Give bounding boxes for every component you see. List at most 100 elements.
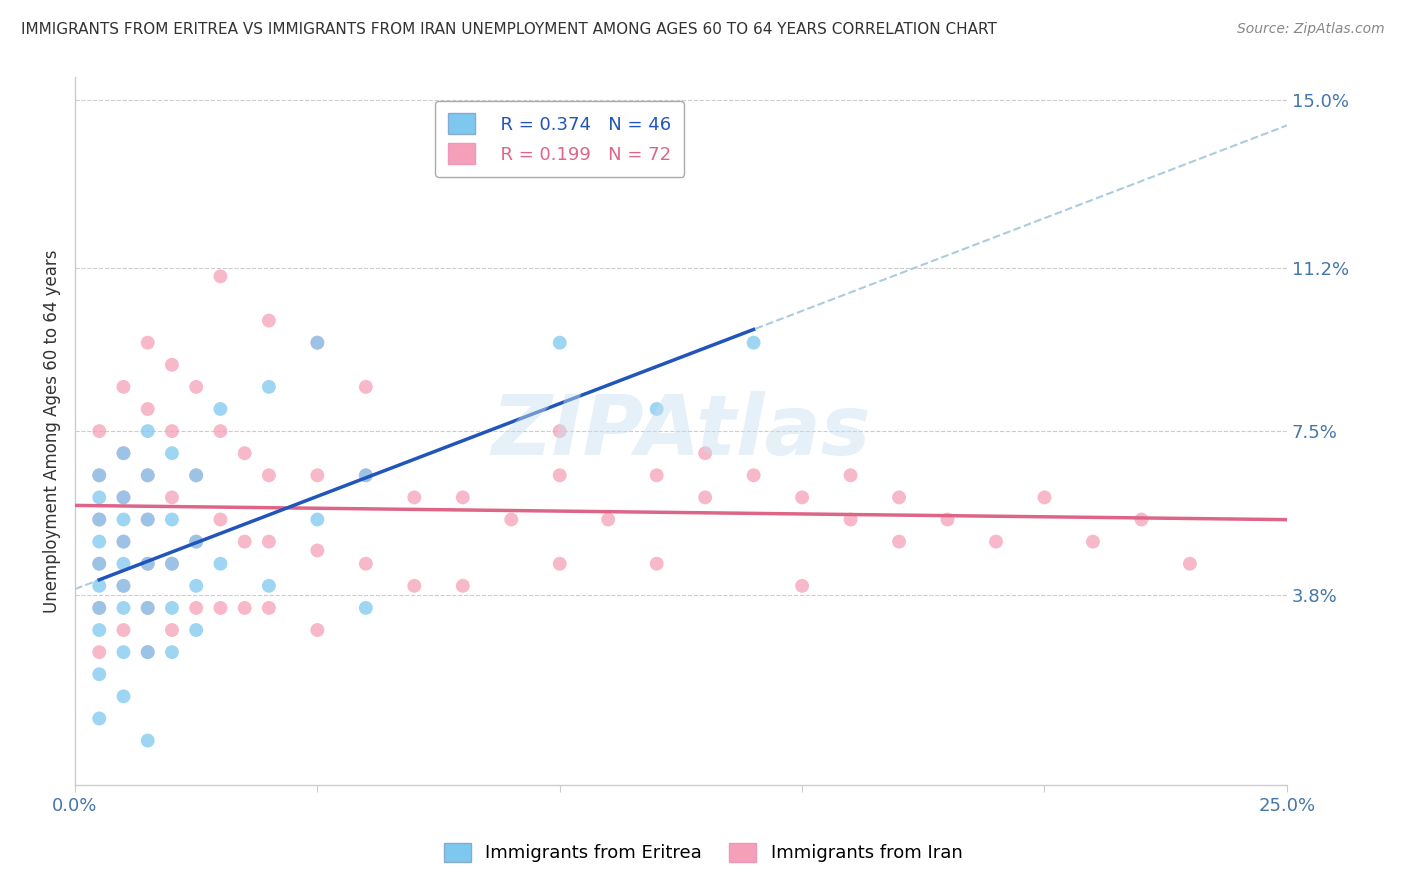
Point bbox=[186, 468, 208, 483]
Point bbox=[501, 512, 523, 526]
Point bbox=[354, 601, 377, 615]
Point bbox=[89, 579, 111, 593]
Point bbox=[936, 512, 959, 526]
Point bbox=[257, 579, 280, 593]
Point bbox=[112, 491, 135, 505]
Text: IMMIGRANTS FROM ERITREA VS IMMIGRANTS FROM IRAN UNEMPLOYMENT AMONG AGES 60 TO 64: IMMIGRANTS FROM ERITREA VS IMMIGRANTS FR… bbox=[21, 22, 997, 37]
Point bbox=[257, 534, 280, 549]
Point bbox=[136, 645, 159, 659]
Point bbox=[136, 557, 159, 571]
Point bbox=[136, 468, 159, 483]
Point bbox=[160, 512, 183, 526]
Point bbox=[307, 623, 329, 637]
Point bbox=[233, 601, 256, 615]
Point bbox=[233, 534, 256, 549]
Point bbox=[136, 424, 159, 438]
Point bbox=[984, 534, 1007, 549]
Point bbox=[404, 491, 426, 505]
Point bbox=[790, 579, 813, 593]
Point bbox=[186, 468, 208, 483]
Point bbox=[1130, 512, 1153, 526]
Point bbox=[136, 468, 159, 483]
Text: Source: ZipAtlas.com: Source: ZipAtlas.com bbox=[1237, 22, 1385, 37]
Point bbox=[136, 512, 159, 526]
Point bbox=[209, 512, 232, 526]
Point bbox=[89, 711, 111, 725]
Point bbox=[136, 645, 159, 659]
Point bbox=[136, 601, 159, 615]
Point bbox=[89, 645, 111, 659]
Point bbox=[598, 512, 620, 526]
Point bbox=[89, 424, 111, 438]
Point bbox=[186, 579, 208, 593]
Point bbox=[112, 690, 135, 704]
Point bbox=[89, 468, 111, 483]
Point bbox=[112, 645, 135, 659]
Point bbox=[790, 491, 813, 505]
Point bbox=[160, 446, 183, 460]
Point bbox=[307, 468, 329, 483]
Point bbox=[186, 601, 208, 615]
Point bbox=[1178, 557, 1201, 571]
Point bbox=[112, 623, 135, 637]
Point bbox=[112, 557, 135, 571]
Point bbox=[112, 579, 135, 593]
Point bbox=[645, 468, 668, 483]
Point bbox=[89, 491, 111, 505]
Point bbox=[89, 512, 111, 526]
Point bbox=[112, 534, 135, 549]
Point bbox=[209, 557, 232, 571]
Point bbox=[307, 335, 329, 350]
Point bbox=[742, 468, 765, 483]
Point bbox=[89, 667, 111, 681]
Point bbox=[354, 380, 377, 394]
Point bbox=[695, 491, 717, 505]
Point bbox=[89, 557, 111, 571]
Point bbox=[548, 468, 571, 483]
Point bbox=[112, 601, 135, 615]
Legend:   R = 0.374   N = 46,   R = 0.199   N = 72: R = 0.374 N = 46, R = 0.199 N = 72 bbox=[436, 101, 685, 177]
Point bbox=[839, 468, 862, 483]
Point bbox=[89, 468, 111, 483]
Point bbox=[186, 534, 208, 549]
Point bbox=[89, 557, 111, 571]
Point bbox=[160, 557, 183, 571]
Point bbox=[404, 579, 426, 593]
Point bbox=[233, 446, 256, 460]
Point bbox=[695, 446, 717, 460]
Point bbox=[257, 313, 280, 327]
Point bbox=[645, 557, 668, 571]
Point bbox=[112, 446, 135, 460]
Point bbox=[136, 335, 159, 350]
Point bbox=[1081, 534, 1104, 549]
Point bbox=[887, 534, 910, 549]
Point bbox=[112, 534, 135, 549]
Point bbox=[839, 512, 862, 526]
Point bbox=[160, 623, 183, 637]
Point bbox=[160, 557, 183, 571]
Point bbox=[209, 402, 232, 417]
Point bbox=[112, 446, 135, 460]
Point bbox=[887, 491, 910, 505]
Point bbox=[186, 380, 208, 394]
Point bbox=[209, 424, 232, 438]
Point bbox=[136, 557, 159, 571]
Point bbox=[186, 623, 208, 637]
Point bbox=[354, 468, 377, 483]
Point bbox=[209, 601, 232, 615]
Point bbox=[89, 512, 111, 526]
Point bbox=[112, 380, 135, 394]
Point bbox=[160, 645, 183, 659]
Point bbox=[89, 601, 111, 615]
Point bbox=[186, 534, 208, 549]
Point bbox=[89, 534, 111, 549]
Point bbox=[112, 491, 135, 505]
Point bbox=[548, 424, 571, 438]
Point bbox=[451, 491, 474, 505]
Point bbox=[136, 601, 159, 615]
Point bbox=[209, 269, 232, 284]
Point bbox=[307, 543, 329, 558]
Point bbox=[160, 424, 183, 438]
Point bbox=[257, 380, 280, 394]
Point bbox=[136, 402, 159, 417]
